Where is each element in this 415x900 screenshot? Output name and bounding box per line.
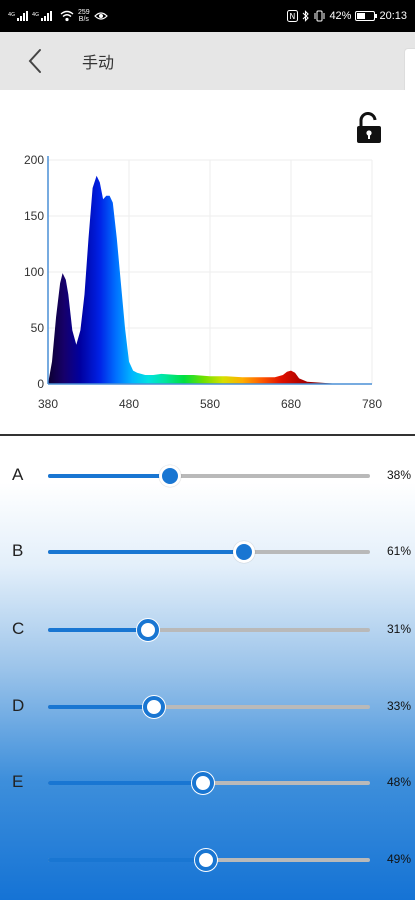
slider-row-a: A 38% xyxy=(0,456,415,496)
channel-slider-track[interactable] xyxy=(48,849,370,871)
wifi-icon xyxy=(60,10,74,22)
lock-button[interactable] xyxy=(354,112,384,144)
channel-percent: 61% xyxy=(386,544,411,558)
back-button[interactable] xyxy=(0,32,70,90)
y-tick-label: 50 xyxy=(31,321,45,335)
spectrum-chart-area: 380 480 580 680 780 0 50 100 150 200 xyxy=(0,90,415,435)
channel-percent: 49% xyxy=(386,852,411,866)
channel-label: A xyxy=(12,465,24,484)
slider-thumb[interactable] xyxy=(233,541,256,563)
channel-slider-track[interactable] xyxy=(48,696,370,718)
slider-row-d: D 33% xyxy=(0,687,415,727)
slider-thumb[interactable] xyxy=(136,619,159,641)
network-speed-unit: B/s xyxy=(78,16,89,23)
slider-fill xyxy=(48,781,203,785)
slider-thumb[interactable] xyxy=(159,465,182,487)
bluetooth-icon xyxy=(303,10,310,22)
slider-fill xyxy=(48,550,245,554)
channel-percent: 48% xyxy=(386,775,411,789)
slider-row-c: C 31% xyxy=(0,610,415,650)
x-tick-label: 780 xyxy=(362,397,382,411)
clock: 20:13 xyxy=(379,10,407,22)
network-speed: 259 B/s xyxy=(78,9,90,23)
svg-text:4G: 4G xyxy=(32,12,39,18)
nfc-icon: N xyxy=(287,10,299,22)
slider-thumb[interactable] xyxy=(143,696,166,718)
vibrate-icon xyxy=(314,10,325,22)
svg-text:N: N xyxy=(290,12,296,21)
channel-slider-track[interactable] xyxy=(48,541,370,563)
channel-percent: 33% xyxy=(386,699,411,713)
x-axis-ticks: 380 480 580 680 780 xyxy=(38,397,382,411)
battery-percent: 42% xyxy=(329,10,352,22)
slider-fill xyxy=(48,628,148,632)
y-tick-label: 0 xyxy=(37,377,44,391)
channel-slider-track[interactable] xyxy=(48,465,370,487)
page-title: 手动 xyxy=(82,55,115,72)
slider-thumb[interactable] xyxy=(191,772,214,794)
app-bar: 手动 xyxy=(0,32,415,90)
channel-label: C xyxy=(12,619,25,638)
y-tick-label: 200 xyxy=(24,153,44,167)
y-tick-label: 100 xyxy=(24,265,44,279)
network-speed-value: 259 xyxy=(78,9,90,16)
status-right: N 42% 20:13 xyxy=(287,10,407,22)
sim-signal-icon: 4G 4G xyxy=(8,11,52,21)
slider-row-b: B 61% xyxy=(0,532,415,572)
channel-label: B xyxy=(12,541,24,560)
chart-divider xyxy=(0,434,415,436)
spectrum-chart: 380 480 580 680 780 0 50 100 150 200 xyxy=(24,153,382,411)
slider-row-f: 49% xyxy=(0,840,415,880)
unlock-icon xyxy=(357,112,381,143)
chart-axes xyxy=(47,156,372,385)
channel-slider-track[interactable] xyxy=(48,772,370,794)
channel-slider-track[interactable] xyxy=(48,619,370,641)
slider-fill xyxy=(48,705,155,709)
slider-fill xyxy=(48,858,206,862)
battery-fill xyxy=(357,13,365,19)
eye-icon xyxy=(93,12,108,20)
x-tick-label: 380 xyxy=(38,397,58,411)
slider-row-e: E 48% xyxy=(0,763,415,803)
channel-slider-panel: A 38% B 61% C 31% D xyxy=(0,436,415,900)
channel-percent: 31% xyxy=(386,622,411,636)
channel-label: D xyxy=(12,696,25,715)
y-tick-label: 150 xyxy=(24,209,44,223)
back-chevron-icon xyxy=(28,49,41,73)
status-bar: 4G 4G 259 B/s N xyxy=(0,0,415,32)
battery-icon xyxy=(355,11,378,21)
y-axis-ticks: 0 50 100 150 200 xyxy=(24,153,44,391)
svg-text:4G: 4G xyxy=(8,12,15,18)
status-left: 4G 4G 259 B/s xyxy=(8,9,108,23)
spectrum-area xyxy=(48,175,372,384)
channel-percent: 38% xyxy=(386,468,411,482)
slider-thumb[interactable] xyxy=(194,849,217,871)
x-tick-label: 580 xyxy=(200,397,220,411)
channel-label: E xyxy=(12,772,24,791)
x-tick-label: 480 xyxy=(119,397,139,411)
x-tick-label: 680 xyxy=(281,397,301,411)
slider-fill xyxy=(48,474,171,478)
